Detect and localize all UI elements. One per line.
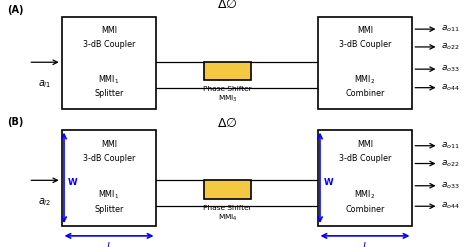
Text: 3-dB Coupler: 3-dB Coupler: [83, 154, 135, 163]
Text: $a_{i2}$: $a_{i2}$: [38, 196, 52, 208]
Text: (A): (A): [7, 5, 24, 15]
Text: MMI$_1$: MMI$_1$: [99, 73, 119, 86]
Text: MMI$_2$: MMI$_2$: [355, 73, 375, 86]
Bar: [318, 17, 412, 109]
Text: 3-dB Coupler: 3-dB Coupler: [339, 154, 391, 163]
Bar: [318, 130, 412, 226]
Text: $L$: $L$: [362, 240, 368, 247]
Text: MMI$_4$: MMI$_4$: [218, 212, 237, 223]
Text: MMI: MMI: [357, 140, 373, 149]
Bar: [62, 130, 156, 226]
Bar: [204, 180, 251, 199]
Text: $a_{o44}$: $a_{o44}$: [441, 201, 460, 211]
Text: $a_{o22}$: $a_{o22}$: [441, 42, 460, 52]
Text: Combiner: Combiner: [345, 205, 385, 214]
Text: $a_{o44}$: $a_{o44}$: [441, 82, 460, 93]
Text: $a_{o33}$: $a_{o33}$: [441, 181, 460, 191]
Text: Phase Shifter: Phase Shifter: [203, 86, 252, 92]
Text: MMI: MMI: [101, 26, 117, 36]
Text: $a_{i1}$: $a_{i1}$: [38, 78, 52, 90]
Text: $L$: $L$: [106, 240, 112, 247]
Text: Phase Shifter: Phase Shifter: [203, 205, 252, 211]
Bar: [62, 17, 156, 109]
Text: MMI$_3$: MMI$_3$: [218, 94, 237, 104]
Text: $a_{o33}$: $a_{o33}$: [441, 64, 460, 74]
Text: 3-dB Coupler: 3-dB Coupler: [83, 40, 135, 49]
Text: (B): (B): [7, 117, 24, 127]
Text: Splitter: Splitter: [94, 205, 124, 214]
Text: $a_{o22}$: $a_{o22}$: [441, 158, 460, 169]
Bar: [204, 62, 251, 80]
Text: 3-dB Coupler: 3-dB Coupler: [339, 40, 391, 49]
Text: Splitter: Splitter: [94, 89, 124, 98]
Text: MMI$_2$: MMI$_2$: [355, 189, 375, 202]
Text: Combiner: Combiner: [345, 89, 385, 98]
Text: MMI: MMI: [357, 26, 373, 36]
Text: W: W: [324, 178, 334, 187]
Text: MMI: MMI: [101, 140, 117, 149]
Text: $a_{o11}$: $a_{o11}$: [441, 24, 460, 34]
Text: MMI$_1$: MMI$_1$: [99, 189, 119, 202]
Text: $a_{o11}$: $a_{o11}$: [441, 141, 460, 151]
Text: $\Delta\emptyset$: $\Delta\emptyset$: [217, 0, 238, 11]
Text: W: W: [68, 178, 78, 187]
Text: $\Delta\emptyset$: $\Delta\emptyset$: [217, 116, 238, 130]
